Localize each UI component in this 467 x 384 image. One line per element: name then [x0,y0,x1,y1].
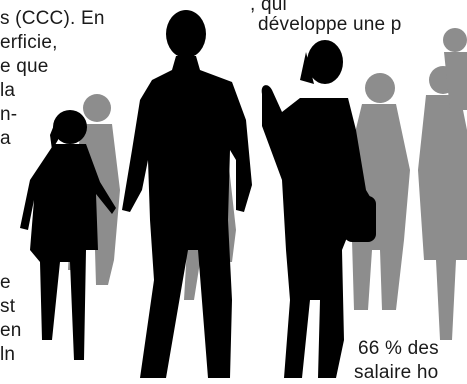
child-silhouette [20,110,116,360]
body-text-line: e [0,272,11,293]
body-text-line: a [0,128,11,149]
body-text-line: 66 % des [358,338,439,359]
background-person-far-right [443,28,467,110]
body-text-line: s (CCC). En [0,8,105,29]
background-person-center [346,73,410,310]
woman-with-bag-silhouette [261,40,376,378]
body-text-line: st [0,296,16,317]
man-silhouette [122,10,252,378]
body-text-line: e que [0,56,49,77]
body-text-line: erficie, [0,32,58,53]
body-text-line: en [0,320,22,341]
body-text-line: la [0,80,16,101]
body-text-line: ln [0,344,16,365]
body-text-line: salaire ho [354,362,439,383]
body-text-line: n- [0,104,18,125]
body-text-line: , qui [250,0,287,15]
body-text-line: développe une p [258,14,402,35]
